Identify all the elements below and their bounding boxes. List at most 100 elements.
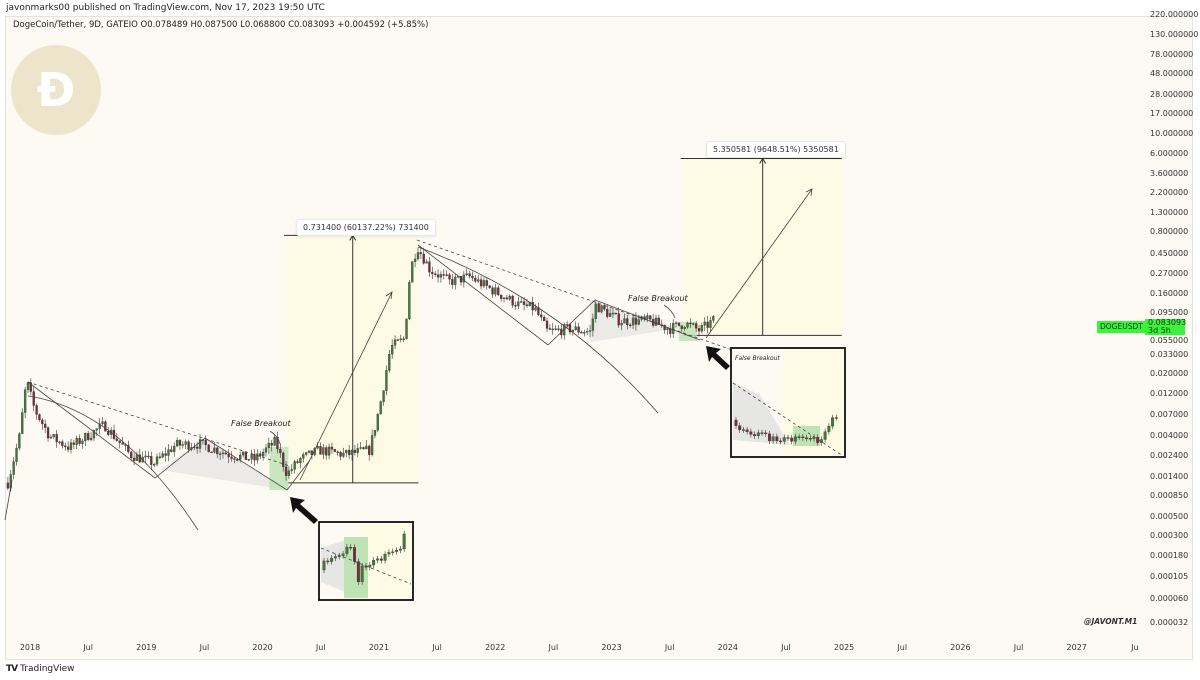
candle-down — [224, 452, 227, 455]
candle-down — [422, 253, 425, 264]
candle-down — [130, 451, 133, 459]
candle-down — [196, 446, 199, 449]
candle-down — [107, 431, 110, 435]
candle-down — [121, 442, 124, 445]
inset-candle — [383, 553, 387, 561]
candle-up — [92, 430, 96, 439]
inset-candle — [753, 434, 757, 437]
price-axis-tick: 17.000000 — [1150, 108, 1194, 118]
candle-up — [370, 435, 374, 455]
candle-up — [250, 454, 253, 460]
candle-down — [333, 449, 336, 452]
candle-down — [597, 303, 600, 313]
candle-down — [330, 446, 334, 450]
candle-up — [302, 454, 305, 459]
inset-candle — [337, 555, 341, 557]
candle-down — [233, 458, 236, 460]
inset-candle — [749, 431, 753, 435]
candle-down — [227, 454, 230, 458]
candle-down — [617, 313, 620, 326]
price-axis-tick: 0.055000 — [1150, 336, 1189, 345]
time-axis-tick: 2019 — [136, 643, 157, 652]
candle-up — [52, 434, 55, 438]
time-axis-tick: Jul — [315, 643, 326, 652]
candle-up — [290, 469, 293, 471]
time-axis-tick: 2025 — [833, 643, 855, 652]
inset-candle — [812, 436, 816, 439]
candle-down — [284, 466, 288, 476]
time-axis-tick: 2027 — [1066, 643, 1087, 652]
price-axis-tick: 0.012000 — [1150, 389, 1189, 398]
candle-down — [677, 322, 681, 326]
candle-down — [362, 447, 365, 450]
candle-up — [273, 437, 276, 446]
resistance-line-2021 — [416, 239, 739, 353]
inset-candle — [808, 438, 812, 440]
price-axis-tick: 0.004000 — [1150, 431, 1189, 441]
candle-down — [170, 449, 173, 452]
price-axis-tick: 0.270000 — [1150, 268, 1189, 278]
candle-up — [494, 287, 497, 295]
inset-candle — [364, 565, 368, 568]
inset-candle — [797, 436, 801, 438]
candle-down — [319, 446, 322, 455]
time-axis-tick: 2018 — [19, 643, 41, 652]
time-axis-tick: 2022 — [485, 643, 506, 652]
price-axis-tick: 0.450000 — [1150, 249, 1189, 259]
candle-down — [325, 447, 328, 456]
candle-up — [293, 461, 296, 470]
candle-up — [322, 447, 325, 455]
candle-up — [153, 464, 156, 466]
tradingview-logo-icon: TV — [6, 664, 18, 674]
price-axis-tick: 3.600000 — [1150, 168, 1189, 178]
inset-candle — [767, 433, 771, 442]
price-axis-tick: 0.000850 — [1150, 491, 1189, 501]
inset-candle — [831, 417, 835, 427]
candle-down — [104, 421, 107, 432]
parabolic-curve-2018 — [27, 395, 199, 531]
price-axis-tick: 0.160000 — [1150, 288, 1189, 298]
candle-down — [499, 294, 503, 299]
inset-candle — [372, 559, 376, 566]
projection-arrow-2020 — [299, 291, 393, 481]
candle-down — [164, 453, 167, 456]
price-axis-tick: 0.033000 — [1150, 349, 1189, 359]
candle-down — [210, 451, 213, 454]
candle-down — [150, 456, 153, 465]
candle-up — [184, 441, 187, 445]
candle-down — [451, 279, 454, 285]
candle-up — [517, 301, 520, 307]
inset-candle — [368, 564, 372, 568]
inset-false-breakout-label: False Breakout — [735, 355, 780, 362]
candle-down — [55, 434, 58, 443]
candle-down — [680, 325, 683, 329]
false-breakout-label-2023: False Breakout — [628, 294, 688, 303]
inset-candle — [349, 546, 353, 549]
time-axis-tick: 2020 — [252, 643, 273, 652]
candle-down — [216, 447, 219, 455]
inset-resistance-line — [732, 382, 844, 457]
inset-candle — [356, 561, 360, 583]
candle-down — [522, 301, 526, 305]
time-axis-tick: Ju — [1131, 643, 1139, 652]
triangle-pattern-2019 — [160, 438, 287, 490]
candle-up — [218, 453, 222, 455]
candle-down — [649, 315, 652, 320]
candle-up — [393, 339, 397, 346]
candle-down — [603, 305, 606, 310]
candle-down — [514, 305, 517, 307]
price-axis-tick: 1.300000 — [1150, 208, 1189, 218]
projection-arrowhead-2023 — [805, 188, 813, 197]
candle-up — [502, 297, 506, 299]
candle-up — [586, 331, 589, 333]
projection-arrow-2023 — [705, 188, 813, 339]
candle-down — [236, 459, 239, 461]
price-axis-tick: 10.000000 — [1150, 129, 1194, 139]
candle-up — [411, 261, 414, 283]
inset-candle — [345, 546, 349, 554]
tradingview-brand[interactable]: TV TradingView — [6, 664, 75, 674]
candle-down — [118, 440, 121, 443]
candle-down — [279, 448, 282, 454]
candle-down — [132, 457, 136, 461]
